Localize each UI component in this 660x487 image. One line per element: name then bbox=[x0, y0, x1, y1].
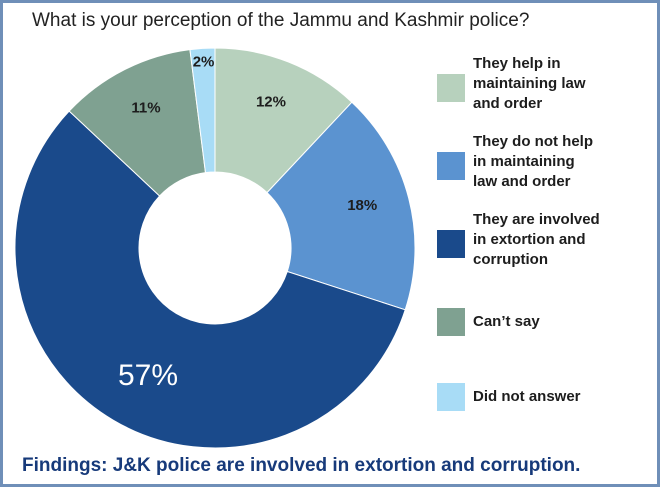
legend-label-line: law and order bbox=[473, 173, 571, 190]
legend-label: Can’t say bbox=[473, 312, 623, 332]
data-label-did-not-answer: 2% bbox=[193, 53, 215, 70]
legend-label-line: They are involved bbox=[473, 211, 600, 228]
legend-label-line: in maintaining bbox=[473, 153, 575, 170]
legend-swatch bbox=[437, 152, 465, 180]
data-label-cant-say: 11% bbox=[131, 100, 160, 117]
legend-label-line: corruption bbox=[473, 251, 548, 268]
legend-swatch bbox=[437, 230, 465, 258]
legend-swatch bbox=[437, 74, 465, 102]
legend-label-line: They help in bbox=[473, 55, 561, 72]
legend-label-line: maintaining law bbox=[473, 75, 586, 92]
legend-label-line: They do not help bbox=[473, 133, 593, 150]
slice-help-law-order bbox=[214, 47, 353, 194]
legend-label: They help in maintaining law and order bbox=[473, 54, 623, 114]
findings-caption: Findings: J&K police are involved in ext… bbox=[22, 455, 581, 476]
legend-label-line: in extortion and bbox=[473, 231, 586, 248]
slice-not-help-law-order bbox=[266, 101, 416, 311]
legend-label: They do not help in maintaining law and or… bbox=[473, 132, 623, 192]
slice-extortion-corruption bbox=[14, 110, 406, 449]
data-label-help-law-order: 12% bbox=[256, 94, 286, 111]
legend-label-line: Can’t say bbox=[473, 313, 540, 330]
chart-title: What is your perception of the Jammu and… bbox=[32, 10, 530, 31]
slice-did-not-answer bbox=[189, 47, 216, 174]
legend-label: They are involved in extortion and corrupt… bbox=[473, 210, 623, 270]
legend-swatch bbox=[437, 383, 465, 411]
data-label-not-help-law-order: 18% bbox=[347, 197, 377, 214]
legend-swatch bbox=[437, 308, 465, 336]
legend-label-line: Did not answer bbox=[473, 388, 581, 405]
legend-label: Did not answer bbox=[473, 387, 623, 407]
data-label-extortion-corruption: 57% bbox=[118, 359, 178, 392]
legend-label-line: and order bbox=[473, 95, 543, 112]
